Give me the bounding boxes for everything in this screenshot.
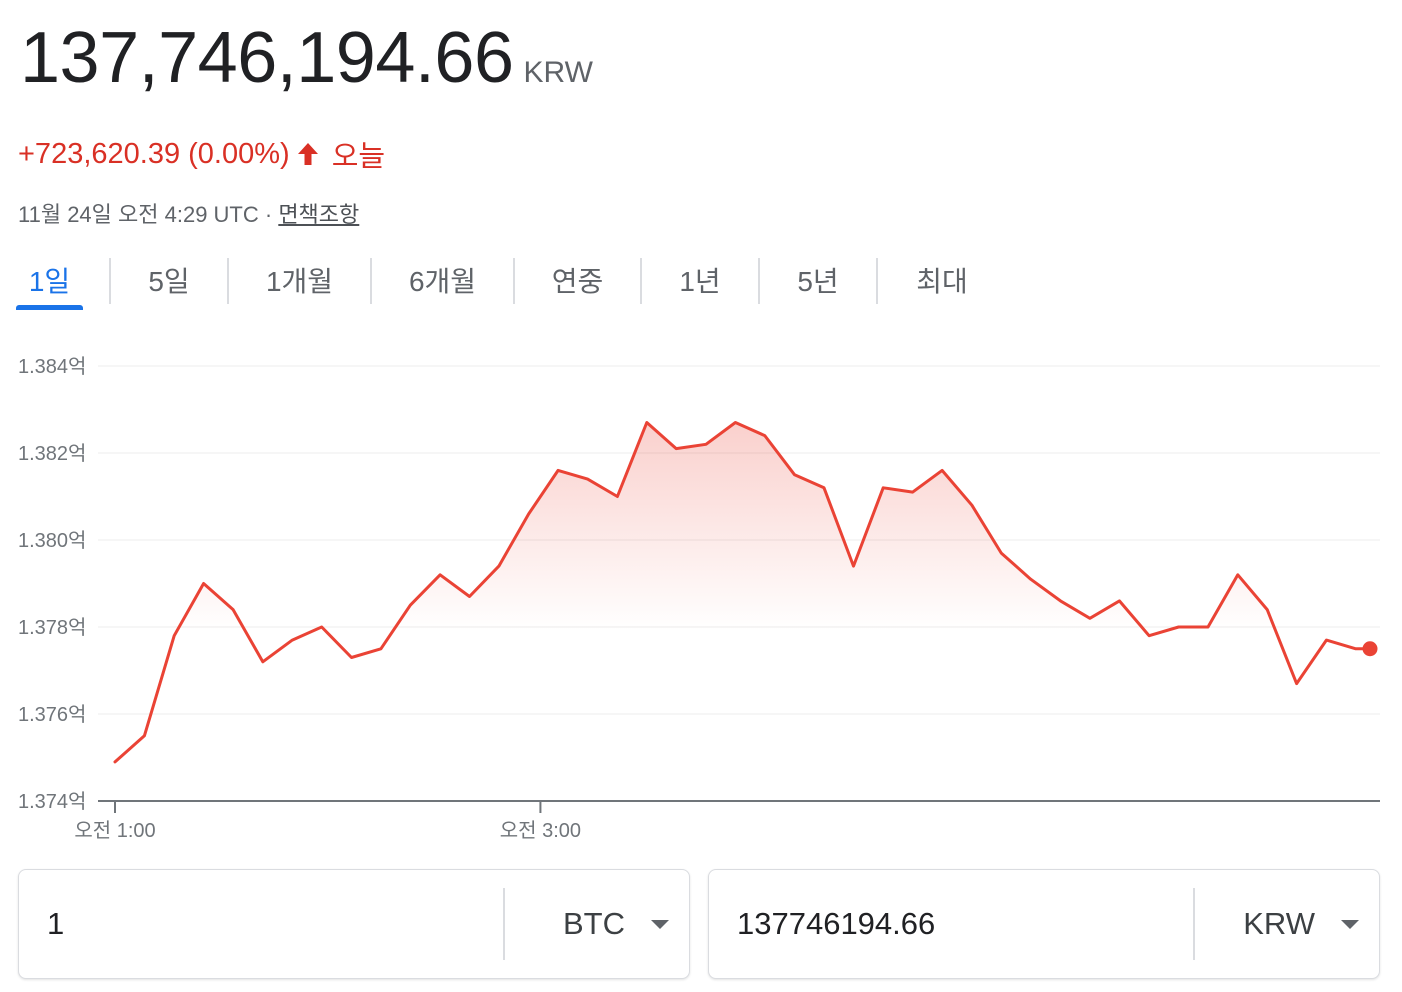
data-point <box>1205 624 1211 630</box>
y-tick-label: 1.376억 <box>18 703 86 726</box>
price-currency: KRW <box>523 56 593 89</box>
x-tick-label: 오전 1:00 <box>74 819 155 842</box>
tab-divider <box>513 258 515 304</box>
data-point <box>437 572 443 578</box>
data-point <box>585 476 591 482</box>
converter-divider <box>503 888 505 960</box>
price-change: +723,620.39 (0.00%) <box>18 137 290 170</box>
y-tick-label: 1.384억 <box>18 355 86 378</box>
from-currency-label: BTC <box>563 906 625 941</box>
tab-divider <box>370 258 372 304</box>
data-point <box>939 467 945 473</box>
converter-from: 1 BTC <box>18 869 690 979</box>
data-point <box>260 659 266 665</box>
tab-divider <box>876 258 878 304</box>
data-point <box>230 607 236 613</box>
data-point <box>703 441 709 447</box>
data-point <box>1176 624 1182 630</box>
tab-divider <box>109 258 111 304</box>
timestamp-row: 11월 24일 오전 4:29 UTC · 면책조항 <box>18 197 359 229</box>
data-point <box>201 581 207 587</box>
data-point <box>880 485 886 491</box>
data-point <box>850 563 856 569</box>
data-point <box>792 472 798 478</box>
data-point <box>348 654 354 660</box>
data-point <box>112 759 118 765</box>
to-amount-input[interactable]: 137746194.66 <box>737 906 936 941</box>
data-point <box>1146 633 1152 639</box>
disclaimer-link[interactable]: 면책조항 <box>278 202 360 227</box>
data-point <box>969 502 975 508</box>
price-area-fill <box>115 422 1370 801</box>
data-point <box>1323 637 1329 643</box>
converter-divider <box>1193 888 1195 960</box>
arrow-up-icon <box>296 141 320 167</box>
tab-max[interactable]: 최대 <box>916 266 968 297</box>
price-line <box>113 421 1372 764</box>
to-currency-select[interactable]: KRW <box>1197 870 1379 978</box>
tab-divider <box>758 258 760 304</box>
y-tick-label: 1.382억 <box>18 442 86 465</box>
change-period: 오늘 <box>331 141 386 173</box>
x-tick-label: 오전 3:00 <box>500 819 581 842</box>
data-point <box>821 485 827 491</box>
data-point <box>141 733 147 739</box>
data-point <box>319 624 325 630</box>
to-currency-label: KRW <box>1243 906 1315 941</box>
timestamp: 11월 24일 오전 4:29 UTC · <box>18 202 279 227</box>
data-point <box>762 433 768 439</box>
tab-5y[interactable]: 5년 <box>797 266 839 297</box>
y-tick-label: 1.378억 <box>18 616 86 639</box>
data-point <box>407 602 413 608</box>
data-point <box>526 511 532 517</box>
data-point <box>998 550 1004 556</box>
tab-6m[interactable]: 6개월 <box>408 266 477 297</box>
current-price: 137,746,194.66 <box>20 18 514 98</box>
data-point <box>1235 572 1241 578</box>
change-row: +723,620.39 (0.00%) 오늘 <box>18 133 385 175</box>
data-point <box>1058 598 1064 604</box>
data-point <box>289 637 295 643</box>
price-row: 137,746,194.66 KRW <box>20 22 593 94</box>
y-tick-label: 1.374억 <box>18 790 86 813</box>
tab-1d[interactable]: 1일 <box>16 256 83 310</box>
data-point <box>1116 598 1122 604</box>
data-point <box>732 420 738 426</box>
tab-5d[interactable]: 5일 <box>148 266 190 297</box>
data-point <box>1264 607 1270 613</box>
data-point <box>171 633 177 639</box>
data-point <box>910 489 916 495</box>
data-point <box>496 563 502 569</box>
data-point <box>644 420 650 426</box>
range-tabs: 1일 5일 1개월 6개월 연중 1년 5년 최대 <box>16 256 1006 312</box>
data-point <box>555 467 561 473</box>
data-point <box>1028 576 1034 582</box>
data-point <box>673 446 679 452</box>
data-point <box>467 594 473 600</box>
data-point <box>1353 646 1359 652</box>
converter-to: 137746194.66 KRW <box>708 869 1380 979</box>
y-tick-label: 1.380억 <box>18 529 86 552</box>
data-point <box>1294 681 1300 687</box>
from-currency-select[interactable]: BTC <box>507 870 689 978</box>
tab-ytd[interactable]: 연중 <box>551 266 604 297</box>
data-point <box>1087 615 1093 621</box>
dropdown-caret-icon <box>651 919 669 929</box>
dropdown-caret-icon <box>1341 919 1359 929</box>
current-price-dot <box>1362 641 1378 657</box>
tab-divider <box>640 258 642 304</box>
data-point <box>614 494 620 500</box>
tab-1m[interactable]: 1개월 <box>265 266 334 297</box>
tab-divider <box>227 258 229 304</box>
from-amount-input[interactable]: 1 <box>47 906 65 941</box>
tab-1y[interactable]: 1년 <box>679 266 721 297</box>
data-point <box>378 646 384 652</box>
